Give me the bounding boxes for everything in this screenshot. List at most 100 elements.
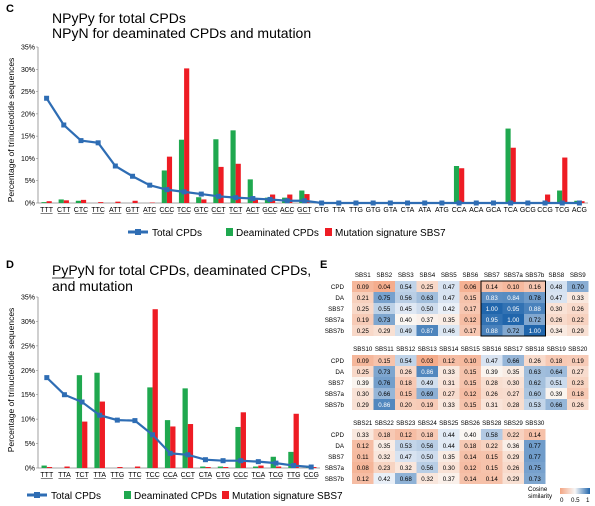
legend-c: Total CPDs Deaminated CPDs Mutation sign…	[128, 228, 446, 239]
heatmap-cell-value: 0.66	[550, 402, 563, 409]
heatmap-row-label: CPD	[331, 432, 345, 439]
heatmap-cell-value: 0.75	[529, 465, 542, 472]
legend-d-mutation-label: Mutation signature SBS7	[232, 491, 343, 502]
heatmap-col-header: SBS17	[504, 346, 524, 353]
heatmap-cell	[373, 399, 395, 410]
heatmap-cell-value: 0.30	[507, 380, 520, 387]
heatmap-cell	[567, 325, 589, 336]
heatmap-cell	[373, 462, 395, 473]
chart-c-xtick: TTG	[349, 207, 363, 214]
heatmap-cell-value: 0.95	[507, 306, 520, 313]
chart-c-bar-deaminated	[574, 200, 580, 203]
heatmap-cell-value: 0.25	[357, 369, 370, 376]
heatmap-cell-value: 0.29	[507, 454, 520, 461]
colorbar-label-line2: similarity	[528, 493, 553, 500]
chart-d-xtick: TCC	[145, 472, 159, 479]
heatmap-cell-value: 0.15	[400, 391, 413, 398]
chart-c-bar-deaminated	[557, 190, 563, 203]
heatmap-row-label: SBS7	[328, 306, 344, 313]
heatmap-cell	[416, 366, 438, 377]
heatmap-col-header: SBS13	[418, 346, 438, 353]
heatmap-cell	[481, 281, 503, 292]
heatmap-cell	[524, 303, 546, 314]
heatmap-cell-value: 1.00	[507, 317, 520, 324]
chart-d-bar-deaminated	[147, 387, 153, 468]
heatmap-cell-value: 0.53	[529, 402, 542, 409]
heatmap-cell	[545, 325, 567, 336]
chart-c-point-total	[319, 200, 325, 206]
chart-c-bar-mutation	[46, 201, 52, 203]
chart-d-ytick: 25%	[21, 343, 35, 350]
heatmap-cell-value: 0.18	[421, 432, 434, 439]
heatmap-cell	[524, 388, 546, 399]
legend-d-total-marker	[34, 492, 40, 498]
heatmap-cell	[459, 366, 481, 377]
chart-d-point-total	[291, 463, 297, 469]
heatmap-cell	[438, 281, 460, 292]
heatmap-cell	[352, 325, 374, 336]
heatmap-cell-value: 0.33	[572, 295, 585, 302]
heatmap-cell	[373, 388, 395, 399]
chart-c-point-total	[130, 173, 136, 179]
chart-d-xtick: CCC	[233, 472, 248, 479]
heatmap-cell-value: 0.31	[486, 402, 499, 409]
chart-d-bar-mutation	[170, 426, 176, 468]
chart-d-xtick: TCA	[251, 472, 265, 479]
chart-c-bar-deaminated	[178, 139, 185, 203]
heatmap-cell	[481, 292, 503, 303]
heatmap-cell	[373, 292, 395, 303]
chart-d-point-total	[238, 458, 244, 464]
legend-c-deaminated-label: Deaminated CPDs	[236, 228, 319, 239]
heatmap-cell	[459, 303, 481, 314]
heatmap-cell	[567, 399, 589, 410]
heatmap-cell	[524, 281, 546, 292]
chart-c-point-total	[559, 200, 565, 206]
heatmap-cell	[524, 399, 546, 410]
heatmap-cell-value: 0.18	[572, 391, 585, 398]
heatmap-cell	[524, 314, 546, 325]
heatmap-cell	[416, 355, 438, 366]
chart-d-ytick: 35%	[21, 295, 35, 302]
chart-d-ytick: 15%	[21, 392, 35, 399]
chart-c-xtick: GTG	[366, 207, 381, 214]
heatmap-cell	[438, 355, 460, 366]
heatmap-cell	[502, 399, 524, 410]
chart-c-bar-mutation	[184, 68, 190, 203]
chart-c-bar-deaminated	[505, 128, 511, 203]
heatmap-cell-value: 0.15	[486, 454, 499, 461]
chart-c: 0% 5% 10% 15% 20% 25% 30% 35% TTT CTT CTC TTC ATT GTT…	[21, 45, 588, 214]
heatmap-cell-value: 0.56	[400, 295, 413, 302]
heatmap-cell	[438, 314, 460, 325]
chart-d-bar-deaminated	[253, 466, 259, 468]
heatmap-cell-value: 0.58	[486, 432, 499, 439]
heatmap-cell	[373, 366, 395, 377]
heatmap-cell-value: 0.19	[421, 402, 434, 409]
heatmap-col-header: SBS7b	[525, 272, 545, 279]
heatmap-cell-value: 0.63	[421, 295, 434, 302]
heatmap-cell	[545, 314, 567, 325]
heatmap-cell-value: 0.27	[443, 391, 456, 398]
heatmap-cell	[502, 303, 524, 314]
panel-d-letter: D	[6, 259, 14, 271]
heatmap-cell-value: 0.14	[464, 476, 477, 483]
heatmap-col-header: SBS3	[398, 272, 414, 279]
heatmap-cell-value: 0.39	[486, 369, 499, 376]
heatmap-cell-value: 0.50	[421, 454, 434, 461]
heatmap-cell	[502, 314, 524, 325]
chart-c-xtick: ACC	[280, 207, 295, 214]
heatmap-cell-value: 0.48	[550, 284, 563, 291]
heatmap-cell-value: 0.35	[507, 369, 520, 376]
chart-c-xtick: CTG	[314, 207, 329, 214]
heatmap-cell	[416, 325, 438, 336]
heatmap-cell-value: 0.03	[421, 358, 434, 365]
chart-c-point-total	[284, 198, 290, 204]
heatmap-cell-value: 0.26	[507, 465, 520, 472]
chart-c-point-total	[525, 200, 531, 206]
heatmap-cell	[416, 377, 438, 388]
heatmap-cell-value: 0.08	[357, 465, 370, 472]
legend-c-mutation-swatch	[325, 228, 332, 236]
heatmap-cell-value: 0.49	[421, 380, 434, 387]
heatmap-row-label: SBS7b	[325, 328, 345, 335]
heatmap-cell-value: 0.20	[400, 402, 413, 409]
colorbar-label-line1: Cosine	[528, 486, 548, 493]
